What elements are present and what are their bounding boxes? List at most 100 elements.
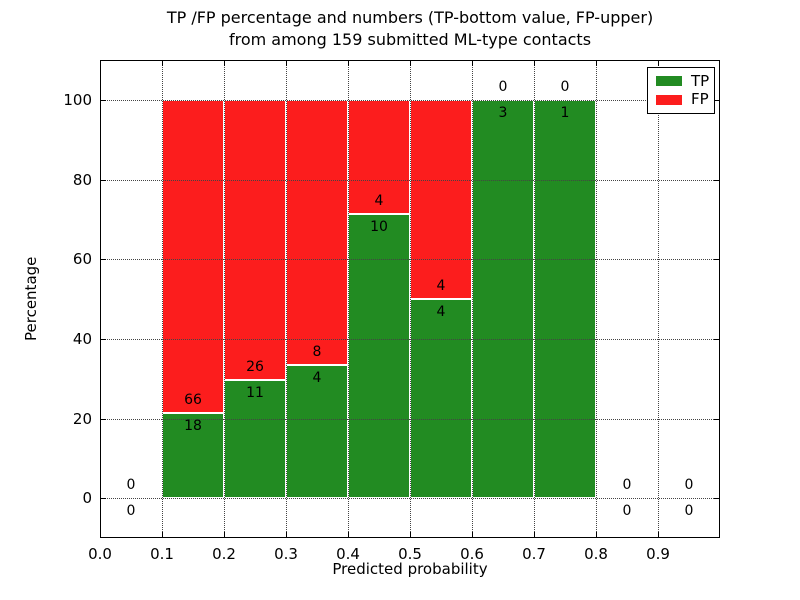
legend-entry-tp: TP [656, 71, 714, 90]
tick-mark [101, 179, 106, 181]
annotation-tp-count: 0 [126, 503, 136, 520]
x-tick-label: 0.7 [522, 545, 546, 563]
tick-mark [162, 532, 163, 537]
bar-segment-fp [162, 99, 224, 413]
annotation-tp-count: 4 [436, 304, 446, 320]
annotation-tp-count: 1 [560, 104, 570, 121]
y-tick-label: 60 [72, 250, 92, 269]
chart-title: TP /FP percentage and numbers (TP-bottom… [100, 7, 720, 51]
tick-mark [162, 61, 163, 66]
bar-segment-fp [224, 99, 286, 380]
tick-mark [534, 61, 535, 66]
v-gridline [472, 60, 473, 538]
annotation-tp-count: 0 [684, 503, 694, 520]
tick-mark [286, 532, 287, 537]
y-axis-label: Percentage [22, 256, 40, 342]
annotation-fp-count: 66 [184, 391, 202, 408]
annotation-tp-count: 4 [312, 370, 322, 387]
tick-mark [714, 99, 719, 101]
v-gridline [286, 60, 287, 538]
tick-mark [101, 418, 106, 420]
annotation-fp-count: 0 [684, 477, 694, 494]
annotation-fp-count: 0 [498, 78, 508, 95]
y-tick-label: 20 [72, 409, 92, 428]
annotation-fp-count: 4 [374, 192, 384, 209]
v-gridline [534, 60, 535, 538]
tick-mark [410, 61, 411, 66]
x-tick-label: 0.5 [398, 545, 422, 563]
x-tick-label: 0.3 [274, 545, 298, 563]
annotation-tp-count: 11 [246, 384, 264, 401]
legend-label-tp: TP [691, 71, 710, 90]
tick-mark [410, 532, 411, 537]
v-gridline [596, 60, 597, 538]
tick-mark [714, 338, 719, 340]
tick-mark [596, 61, 597, 66]
tick-mark [101, 259, 106, 261]
v-gridline [348, 60, 349, 538]
annotation-fp-count: 4 [436, 278, 446, 294]
v-gridline [162, 60, 163, 538]
tick-mark [714, 498, 719, 500]
bar-segment-tp [348, 213, 410, 499]
tick-mark [596, 532, 597, 537]
x-axis-label: Predicted probability [332, 560, 488, 578]
tick-mark [100, 61, 101, 66]
bar-segment-tp [162, 412, 224, 499]
tick-mark [224, 61, 225, 66]
tick-mark [534, 532, 535, 537]
bar-segment-tp [534, 99, 596, 499]
tick-mark [714, 179, 719, 181]
legend-entry-fp: FP [656, 92, 714, 107]
tick-mark [101, 338, 106, 340]
annotation-fp-count: 26 [246, 358, 264, 375]
tick-mark [658, 61, 659, 66]
y-tick-label: 100 [63, 90, 92, 109]
v-gridline [658, 60, 659, 538]
tick-mark [472, 532, 473, 537]
bar-segment-fp [410, 99, 472, 299]
annotation-fp-count: 8 [312, 344, 322, 361]
bar-segment-tp [472, 99, 534, 499]
bar-segment-tp [286, 365, 348, 499]
v-gridline [410, 60, 411, 538]
x-tick-label: 0.1 [150, 545, 174, 563]
v-gridline [224, 60, 225, 538]
legend-swatch-tp-icon [656, 76, 682, 87]
annotation-tp-count: 3 [498, 104, 508, 121]
tick-mark [286, 61, 287, 66]
annotation-tp-count: 0 [622, 503, 632, 520]
annotation-tp-count: 10 [370, 218, 388, 235]
tick-mark [100, 532, 101, 537]
x-tick-label: 0.0 [88, 545, 112, 563]
x-tick-label: 0.4 [336, 545, 360, 563]
annotation-fp-count: 0 [126, 477, 136, 494]
x-tick-label: 0.6 [460, 545, 484, 563]
chart-title-line2: from among 159 submitted ML-type contact… [228, 30, 592, 49]
legend-swatch-fp-icon [656, 94, 682, 105]
tick-mark [348, 532, 349, 537]
tick-mark [224, 532, 225, 537]
tick-mark [658, 532, 659, 537]
y-tick-label: 80 [72, 170, 92, 189]
y-tick-label: 0 [82, 489, 92, 508]
chart-title-line1: TP /FP percentage and numbers (TP-bottom… [166, 8, 654, 27]
annotation-fp-count: 0 [560, 78, 570, 95]
legend: TP FP [647, 67, 715, 114]
tick-mark [714, 259, 719, 261]
annotation-fp-count: 0 [622, 477, 632, 494]
bar-segment-tp [410, 299, 472, 499]
tick-mark [714, 418, 719, 420]
y-tick-label: 40 [72, 329, 92, 348]
annotation-tp-count: 18 [184, 417, 202, 434]
legend-label-fp: FP [691, 90, 709, 109]
x-tick-label: 0.9 [646, 545, 670, 563]
bar-segment-tp [224, 379, 286, 499]
bar-segment-fp [286, 99, 348, 366]
tick-mark [472, 61, 473, 66]
x-tick-label: 0.8 [584, 545, 608, 563]
tick-mark [101, 498, 106, 500]
tick-mark [348, 61, 349, 66]
tick-mark [101, 99, 106, 101]
